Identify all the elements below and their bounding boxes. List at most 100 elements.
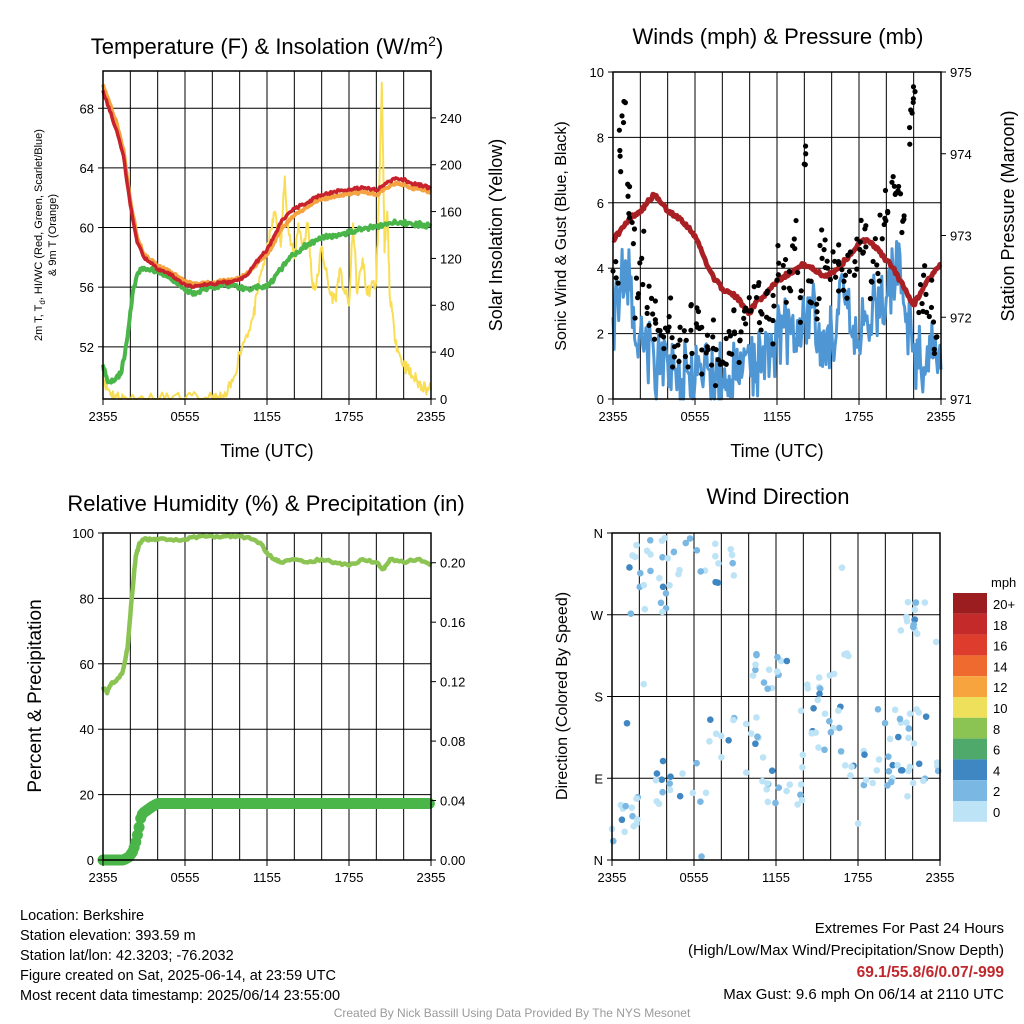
- gust-point: [771, 303, 777, 309]
- gust-point: [933, 334, 939, 340]
- gust-point: [840, 287, 846, 293]
- gust-point: [741, 315, 747, 321]
- legend-label: 8: [993, 722, 1000, 737]
- winds-xlabel: Time (UTC): [730, 441, 823, 461]
- direction-point: [797, 781, 805, 788]
- extremes-box: Extremes For Past 24 Hours (High/Low/Max…: [688, 918, 1004, 1006]
- gust-point: [682, 353, 689, 360]
- direction-point: [752, 740, 759, 748]
- direction-point: [909, 779, 917, 787]
- x-tick-label: 2355: [598, 870, 627, 885]
- direction-point: [633, 795, 640, 802]
- gust-point: [872, 236, 878, 242]
- gust-point: [635, 295, 641, 301]
- temperature-ylabel-line1: 2m T, Td, HI/WC (Red, Green, Scarlet/Blu…: [33, 129, 47, 341]
- direction-point: [633, 541, 640, 549]
- direction-point: [659, 788, 666, 796]
- direction-point: [752, 666, 759, 674]
- x-tick-label: 2355: [89, 870, 118, 885]
- temperature-xlabel: Time (UTC): [220, 441, 313, 461]
- gust-point: [808, 300, 815, 306]
- y-tick-label: 0: [87, 853, 94, 868]
- direction-point: [772, 799, 779, 807]
- gust-point: [885, 208, 891, 215]
- gust-point: [920, 272, 927, 278]
- direction-point: [797, 791, 804, 799]
- gust-point: [928, 304, 935, 311]
- gust-point: [923, 309, 930, 315]
- gust-point: [916, 309, 922, 316]
- gust-point: [704, 332, 711, 338]
- gust-point: [907, 141, 913, 147]
- direction-point: [808, 730, 815, 737]
- y2-tick-label: 160: [440, 205, 462, 220]
- x-tick-label: 0555: [680, 870, 709, 885]
- gust-point: [695, 308, 702, 315]
- direction-point: [658, 776, 666, 783]
- gust-point: [699, 371, 705, 377]
- direction-point: [653, 798, 661, 805]
- gust-point: [857, 239, 863, 245]
- gust-point: [669, 364, 676, 370]
- legend-swatch: [953, 780, 987, 801]
- y-tick-label: 80: [80, 591, 94, 606]
- extremes-subtitle: (High/Low/Max Wind/Precipitation/Snow De…: [688, 942, 1004, 959]
- gust-point: [822, 237, 828, 243]
- direction-point: [609, 837, 617, 845]
- direction-panel: Wind Direction 2355 0555 1155 1755 2355 N E S W N…: [554, 484, 1016, 885]
- direction-point: [799, 764, 806, 771]
- y-tick-label: S: [594, 690, 603, 705]
- direction-point: [664, 555, 672, 562]
- gust-point: [677, 337, 683, 343]
- gust-point: [793, 217, 799, 224]
- winds-y2label: Station Pressure (Maroon): [998, 110, 1018, 321]
- y-tick-label: 10: [590, 65, 604, 80]
- x-tick-label: 1155: [253, 870, 281, 885]
- humidity-panel: Relative Humidity (%) & Precipitation (i…: [25, 491, 465, 885]
- gust-point: [830, 249, 836, 255]
- y2-tick-label: 973: [950, 229, 972, 244]
- gust-point: [791, 236, 797, 242]
- y-tick-label: 60: [80, 657, 94, 672]
- y2-tick-label: 0: [440, 392, 447, 407]
- gust-point: [931, 346, 937, 352]
- info-recent: Most recent data timestamp: 2025/06/14 2…: [20, 988, 341, 1004]
- direction-point: [670, 548, 678, 556]
- gust-point: [681, 328, 687, 334]
- winds-ylabel: Sonic Wind & Gust (Blue, Black): [553, 121, 570, 350]
- direction-point: [633, 820, 640, 828]
- direction-point: [618, 816, 626, 824]
- gust-point: [867, 296, 874, 302]
- gust-point: [667, 295, 674, 301]
- gust-point: [613, 259, 619, 265]
- direction-point: [816, 685, 824, 692]
- direction-point: [640, 680, 648, 688]
- direction-point: [774, 668, 781, 675]
- direction-point: [702, 789, 710, 797]
- y2-tick-label: 972: [950, 310, 972, 325]
- direction-point: [725, 737, 732, 744]
- direction-point: [904, 598, 912, 606]
- gust-point: [619, 113, 625, 119]
- direction-point: [697, 798, 704, 805]
- gust-point: [646, 283, 652, 289]
- extremes-max-gust: Max Gust: 9.6 mph On 06/14 at 2110 UTC: [723, 986, 1004, 1003]
- speed-legend: mph 20+ 18 16 14 12 10 8 6 4 2 0: [953, 575, 1016, 822]
- gust-point: [854, 236, 860, 242]
- y-tick-label: 20: [80, 788, 94, 803]
- gust-point: [631, 226, 638, 232]
- y-tick-label: 40: [80, 722, 94, 737]
- gust-point: [617, 147, 623, 154]
- direction-point: [894, 761, 901, 769]
- gust-point: [764, 290, 770, 297]
- temp-2m-line: [101, 90, 433, 289]
- direction-point: [843, 650, 851, 657]
- direction-point: [676, 792, 684, 800]
- y-tick-label: 4: [597, 261, 604, 276]
- legend-swatch: [953, 697, 987, 718]
- direction-point: [897, 627, 905, 634]
- gust-point: [910, 84, 917, 90]
- direction-point: [912, 599, 920, 606]
